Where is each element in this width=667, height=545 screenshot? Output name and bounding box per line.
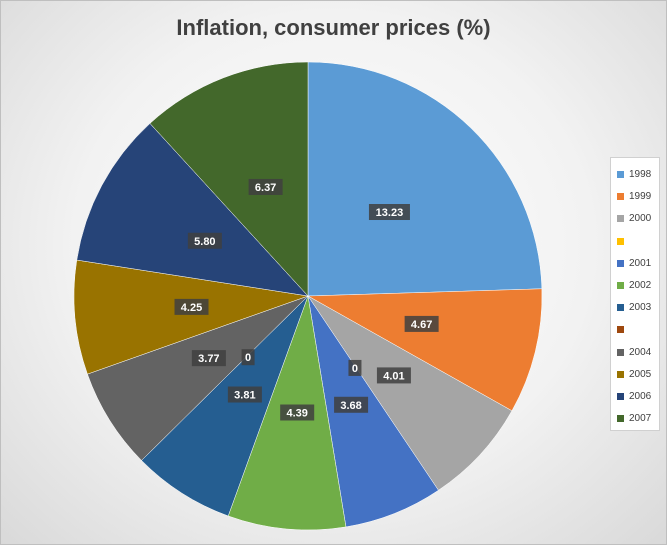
pie-slice-2007 <box>149 61 309 297</box>
legend-item-2004: 2004 <box>611 344 659 362</box>
svg-text:3.81: 3.81 <box>234 390 255 402</box>
pie-slice-2000 <box>307 295 513 491</box>
pie-slice-1998 <box>307 61 543 297</box>
legend-label: 1999 <box>629 191 652 203</box>
legend-item-2003: 2003 <box>611 299 659 317</box>
legend-item-2001: 2001 <box>611 255 659 273</box>
data-label-2005: 4.25 <box>174 298 209 315</box>
data-label-2004: 3.77 <box>191 350 226 367</box>
legend-label: 2000 <box>629 213 652 225</box>
chart-legend: 1998 1999 2000 2001 2002 2003 2004 2005 2006 2007 <box>610 157 660 431</box>
svg-text:0: 0 <box>352 363 358 375</box>
legend-label: 2002 <box>629 280 652 291</box>
svg-text:13.23: 13.23 <box>376 207 404 219</box>
legend-label: 1998 <box>629 169 652 180</box>
data-label-2002: 4.39 <box>280 404 315 421</box>
legend-swatch <box>617 237 624 245</box>
legend-label: 2003 <box>629 302 652 314</box>
legend-swatch <box>617 348 624 356</box>
data-label-2003: 3.81 <box>227 386 262 403</box>
legend-swatch <box>617 215 624 223</box>
pie-slice-2005 <box>73 259 309 375</box>
legend-item-2005: 2005 <box>611 366 659 384</box>
legend-swatch <box>617 193 624 201</box>
svg-text:3.77: 3.77 <box>198 353 219 365</box>
legend-swatch <box>617 304 624 312</box>
legend-label: 2005 <box>629 368 652 380</box>
svg-text:6.37: 6.37 <box>255 182 276 194</box>
legend-item-2002: 2002 <box>611 277 659 295</box>
pie-slice-1999 <box>307 288 543 412</box>
legend-label: 2007 <box>629 413 652 425</box>
svg-text:4.01: 4.01 <box>383 370 404 382</box>
legend-label: 2006 <box>629 391 652 402</box>
data-label-1998: 13.23 <box>368 204 410 221</box>
legend-swatch <box>617 282 624 289</box>
svg-text:4.67: 4.67 <box>411 319 432 331</box>
legend-item-2000: 2000 <box>611 210 659 228</box>
legend-label: 2001 <box>629 257 652 269</box>
data-label-1999: 4.67 <box>404 315 439 332</box>
svg-text:4.25: 4.25 <box>181 302 202 314</box>
legend-item-1999: 1999 <box>611 188 659 206</box>
pie-slice-2003 <box>141 295 309 517</box>
svg-text:5.80: 5.80 <box>194 236 215 248</box>
data-label-blank-7: 0 <box>241 349 255 366</box>
legend-item-blank-3 <box>611 233 659 251</box>
svg-text:3.68: 3.68 <box>340 400 361 412</box>
legend-item-2007: 2007 <box>611 410 659 428</box>
legend-item-2006: 2006 <box>611 388 659 406</box>
legend-swatch <box>617 370 624 378</box>
svg-text:4.39: 4.39 <box>286 407 307 419</box>
pie-slice-2006 <box>76 123 309 297</box>
legend-swatch <box>617 415 624 423</box>
data-label-2007: 6.37 <box>248 178 283 195</box>
legend-swatch <box>617 393 624 400</box>
pie-slice-2004 <box>87 295 309 461</box>
legend-swatch <box>617 326 624 334</box>
data-label-2000: 4.01 <box>376 367 411 384</box>
legend-item-blank-7 <box>611 321 659 339</box>
chart-title: Inflation, consumer prices (%) <box>176 15 491 40</box>
data-label-2006: 5.80 <box>187 232 222 249</box>
data-label-blank-3: 0 <box>348 359 362 376</box>
legend-item-1998: 1998 <box>611 166 659 184</box>
svg-text:0: 0 <box>245 352 251 364</box>
data-label-2001: 3.68 <box>334 396 369 413</box>
legend-swatch <box>617 171 624 178</box>
legend-label: 2004 <box>629 346 652 358</box>
legend-swatch <box>617 259 624 267</box>
